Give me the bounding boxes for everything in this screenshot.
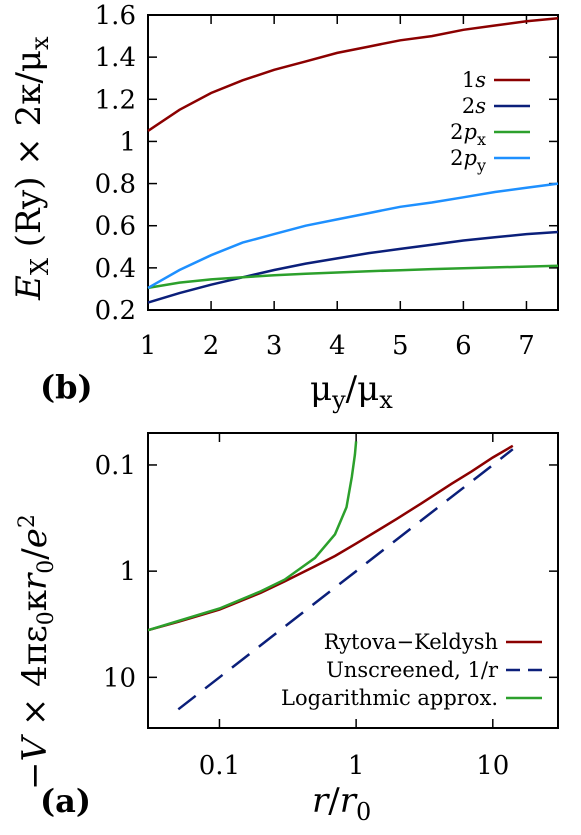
panel-b-x-tick-label: 1 <box>140 331 157 361</box>
panel-b-x-tick-label: 7 <box>518 331 535 361</box>
panel-b-xlabel-mu: μ <box>310 369 332 409</box>
panel-a-xlabel-r0: r <box>340 781 358 821</box>
panel-a-x-axis-label: r/r0 <box>312 781 371 826</box>
panel-b-y-tick-label: 0.8 <box>95 170 136 200</box>
panel-a-y-tick-label: 10 <box>103 663 136 693</box>
panel-b-series <box>147 16 559 304</box>
panel-b-x-axis-label: μy/μx <box>310 369 393 414</box>
panel-b-y-axis-label: EX (Ry) × 2κ/μx <box>9 36 54 301</box>
panel-a-legend: Rytova−Keldysh Unscreened, 1/r Logarithmic… <box>281 630 542 710</box>
panel-b-legend-label-1s: 1s <box>462 68 486 92</box>
panel-b-x-tick-label: 5 <box>392 331 409 361</box>
panel-a-ylabel-V: V <box>15 734 55 762</box>
panel-b-xlabel-slash: /μ <box>346 369 380 409</box>
panel-a-ylabel-sub1: 0 <box>34 560 59 574</box>
panel-a-y-axis-label: −V × 4πε0κr0/e2 <box>15 514 59 790</box>
panel-b-series-line-1s <box>147 16 559 132</box>
panel-b-frame <box>147 14 559 311</box>
panel-b-legend-label-2py: 2py <box>450 146 486 175</box>
panel-a-frame <box>147 432 559 729</box>
panel-b-series-line-2px <box>147 264 559 290</box>
panel-b-x-tick-label: 4 <box>329 331 346 361</box>
panel-a-ylabel-slash: / <box>15 548 55 560</box>
panel-a-xlabel-r: r <box>312 781 330 821</box>
panel-b-x-tick-label: 3 <box>266 331 283 361</box>
panel-b-x-ticks: 1 2 3 4 5 6 7 <box>140 15 535 361</box>
panel-a: 0.1 1 10 0.1 1 10 Rytova−Keldysh Unscreened, … <box>15 432 559 826</box>
panel-b-y-tick-label: 0.4 <box>95 254 136 284</box>
panel-b-y-tick-label: 0.6 <box>95 212 136 242</box>
panel-a-y-ticks: 0.1 1 10 <box>95 451 558 693</box>
panel-a-ylabel-kappa: κ <box>15 590 55 611</box>
panel-b-x-tick-label: 2 <box>203 331 220 361</box>
panel-a-series-line <box>148 441 358 632</box>
panel-b-ylabel-rest: (Ry) × 2κ/μ <box>9 50 49 258</box>
panel-a-x-tick-label: 0.1 <box>199 751 240 781</box>
panel-b-legend-label-2px: 2px <box>450 120 486 149</box>
panel-a-legend-label: Unscreened, 1/r <box>326 658 499 682</box>
panel-b-ylabel-sub-X: X <box>26 258 54 275</box>
panel-a-series <box>148 441 514 711</box>
panel-a-label: (a) <box>40 782 91 820</box>
panel-a-series-line <box>177 448 514 711</box>
panel-a-y-tick-label: 0.1 <box>95 451 136 481</box>
panel-b-series-line-2s <box>147 230 559 304</box>
panel-b-y-tick-label: 0.2 <box>95 296 136 326</box>
panel-b-ylabel-E: E <box>9 275 49 301</box>
panel-b-x-tick-label: 6 <box>455 331 472 361</box>
panel-a-legend-label: Logarithmic approx. <box>281 686 498 710</box>
panel-a-ylabel-minus: − <box>15 762 55 791</box>
panel-b-ylabel-sub-x: x <box>26 36 54 50</box>
panel-b-y-tick-label: 1.2 <box>95 85 136 115</box>
panel-a-x-tick-label: 10 <box>476 751 509 781</box>
panel-b-y-tick-label: 1.4 <box>95 43 136 73</box>
panel-b-y-tick-label: 1 <box>119 127 136 157</box>
panel-b-y-ticks: 0.2 0.4 0.6 0.8 1 1.2 1.4 1.6 <box>95 1 558 326</box>
panel-a-x-tick-label: 1 <box>348 751 365 781</box>
panel-b: 0.2 0.4 0.6 0.8 1 1.2 1.4 1.6 1 2 3 4 5 6 7 1s2s2px2p… <box>9 1 559 414</box>
panel-b-label: (b) <box>40 368 93 406</box>
panel-a-y-tick-label: 1 <box>119 557 136 587</box>
panel-a-ylabel-sub0: 0 <box>34 611 59 625</box>
panel-a-legend-label: Rytova−Keldysh <box>324 630 498 654</box>
panel-a-ylabel-sup2: 2 <box>15 514 40 528</box>
panel-a-xlabel-sub0: 0 <box>356 798 371 826</box>
panel-b-legend-label-2s: 2s <box>462 94 486 118</box>
panel-b-xlabel-sub-y: y <box>331 386 346 414</box>
panel-a-x-ticks: 0.1 1 10 <box>199 433 509 781</box>
panel-a-xlabel-slash: / <box>328 781 340 821</box>
panel-a-ylabel-r: r <box>15 572 55 590</box>
panel-a-ylabel-e: e <box>15 528 55 548</box>
panel-b-series-line-2py <box>147 182 559 289</box>
panel-b-y-tick-label: 1.6 <box>95 1 136 31</box>
panel-b-xlabel-sub-x: x <box>379 386 393 414</box>
panel-a-ylabel-mid: × 4πε <box>15 625 55 737</box>
